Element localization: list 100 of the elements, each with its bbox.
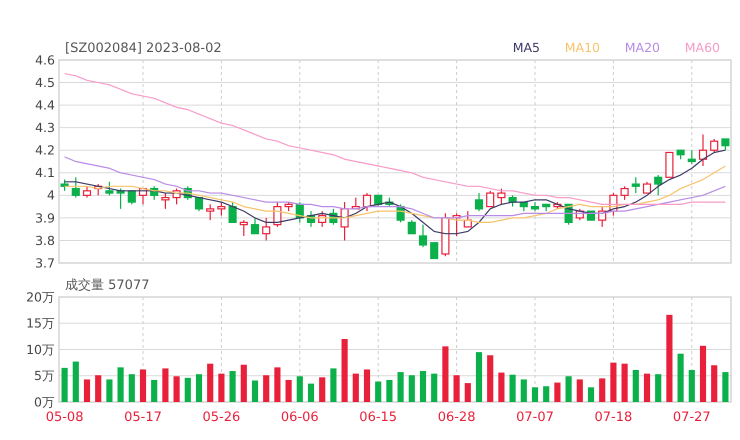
bar <box>352 374 359 402</box>
bar <box>296 376 303 402</box>
y-tick-label: 4.4 <box>35 97 56 112</box>
line-series <box>64 150 726 234</box>
text: MA20 <box>624 40 660 55</box>
bar <box>252 380 258 402</box>
bar <box>688 370 695 402</box>
bar <box>454 375 460 402</box>
y-tick-label: 3.8 <box>35 232 56 248</box>
bar <box>128 374 135 402</box>
bar <box>72 362 79 402</box>
bar <box>218 374 224 402</box>
bar <box>263 375 270 402</box>
bar <box>151 380 158 402</box>
candlestick <box>620 186 629 200</box>
bar <box>364 369 370 402</box>
bar <box>543 386 550 402</box>
y-tick-label: 4.5 <box>35 74 55 90</box>
bar <box>274 367 280 402</box>
bar <box>487 355 494 402</box>
candlestick <box>676 150 685 160</box>
bar <box>622 364 628 402</box>
bar <box>386 380 392 402</box>
bar <box>576 379 583 402</box>
bar <box>408 375 415 402</box>
candlestick <box>72 176 80 198</box>
candlestick <box>418 224 428 248</box>
candlestick <box>721 138 730 151</box>
bar <box>319 377 326 402</box>
bar <box>375 382 382 402</box>
bar <box>566 376 572 402</box>
bar <box>84 379 90 402</box>
candlestick <box>632 176 640 194</box>
bar <box>510 374 516 402</box>
bar <box>498 372 504 402</box>
candlestick <box>217 202 226 216</box>
candlestick <box>698 134 708 167</box>
x-tick-label: 07-07 <box>516 410 554 425</box>
bar <box>286 380 292 402</box>
y-tick-label: 5万 <box>34 368 55 384</box>
x-tick-label: 05-08 <box>46 410 84 425</box>
y-tick-label: 0万 <box>34 394 55 410</box>
candlestick <box>688 150 696 164</box>
candlestick <box>240 220 248 237</box>
x-tick-label: 05-26 <box>202 410 240 425</box>
text: MA60 <box>684 40 720 55</box>
bar <box>588 387 594 402</box>
x-tick-label: 05-17 <box>124 410 162 425</box>
bar <box>196 374 202 402</box>
candlestick <box>206 204 214 221</box>
candlestick <box>228 202 237 223</box>
bar <box>162 368 168 402</box>
candlestick <box>710 138 718 154</box>
bar <box>140 369 146 402</box>
y-tick-label: 20万 <box>26 289 55 304</box>
bar <box>230 371 236 402</box>
candlestick <box>497 188 506 205</box>
text: MA5 <box>512 40 540 55</box>
y-tick-label: 4.6 <box>35 52 56 68</box>
bar <box>678 354 684 402</box>
y-tick-label: 10万 <box>26 342 55 357</box>
bar <box>342 339 348 402</box>
bar <box>184 378 191 402</box>
bar <box>532 387 538 402</box>
bar <box>700 346 706 402</box>
bar <box>722 372 728 402</box>
bar <box>174 376 180 402</box>
candlestick <box>105 181 114 196</box>
bar <box>599 378 606 402</box>
y-tick-label: 3.7 <box>35 255 55 270</box>
x-tick-label: 07-18 <box>594 410 632 425</box>
chart-title: 成交量 57077 <box>65 277 150 293</box>
bar <box>610 362 616 402</box>
y-tick-label: 3.9 <box>35 210 56 226</box>
bar <box>442 346 448 402</box>
bar <box>106 379 112 402</box>
candlestick <box>430 242 438 260</box>
candlestick <box>474 192 484 212</box>
candlestick <box>408 220 416 234</box>
candlestick <box>530 202 540 212</box>
candlestick <box>464 210 472 228</box>
x-tick-label: 06-28 <box>438 410 476 425</box>
candlestick <box>642 181 652 194</box>
bar <box>398 372 404 402</box>
text: MA10 <box>564 40 600 55</box>
bar <box>330 368 336 402</box>
chart-title: [SZ002084] 2023-08-02 <box>65 41 222 56</box>
bar <box>655 374 662 402</box>
y-tick-label: 4.3 <box>35 120 55 136</box>
bar <box>420 371 426 402</box>
y-tick-label: 4.1 <box>35 165 55 180</box>
candlestick <box>161 192 170 210</box>
bar <box>464 383 471 402</box>
bar <box>118 367 124 402</box>
y-tick-label: 15万 <box>26 316 55 331</box>
bar <box>240 364 247 402</box>
bar <box>520 379 527 402</box>
bar <box>308 384 314 402</box>
x-tick-label: 06-06 <box>280 410 319 425</box>
bar <box>666 314 672 402</box>
